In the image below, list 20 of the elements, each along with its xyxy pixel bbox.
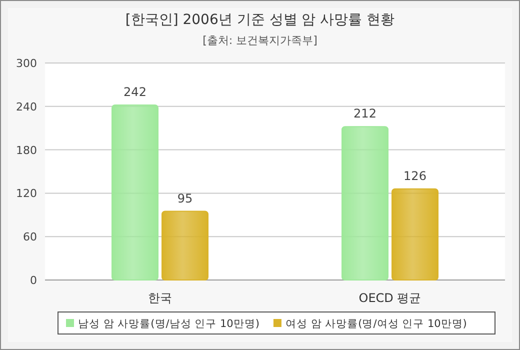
data-label: 95 bbox=[177, 191, 193, 206]
chart-title: [한국인] 2006년 기준 성별 암 사망률 현황 bbox=[125, 12, 395, 28]
bar bbox=[342, 126, 388, 280]
data-label: 212 bbox=[354, 106, 376, 121]
y-tick-label: 180 bbox=[16, 144, 37, 157]
y-tick-label: 300 bbox=[16, 57, 37, 70]
data-label: 126 bbox=[404, 168, 426, 183]
bar bbox=[392, 188, 438, 280]
chart-subtitle: [출처: 보건복지가족부] bbox=[202, 34, 318, 47]
data-label: 242 bbox=[124, 84, 146, 99]
x-tick-label: 한국 bbox=[148, 291, 172, 305]
y-tick-label: 60 bbox=[23, 230, 37, 244]
x-tick-label: OECD 평균 bbox=[358, 291, 422, 305]
legend-label: 여성 암 사망률(명/여성 인구 10만명) bbox=[285, 318, 467, 330]
y-tick-label: 0 bbox=[30, 274, 37, 287]
y-tick-label: 120 bbox=[16, 187, 37, 200]
bar bbox=[162, 210, 208, 280]
bar bbox=[112, 104, 158, 280]
legend-label: 남성 암 사망률(명/남성 인구 10만명) bbox=[78, 318, 260, 330]
y-tick-label: 240 bbox=[16, 100, 37, 114]
